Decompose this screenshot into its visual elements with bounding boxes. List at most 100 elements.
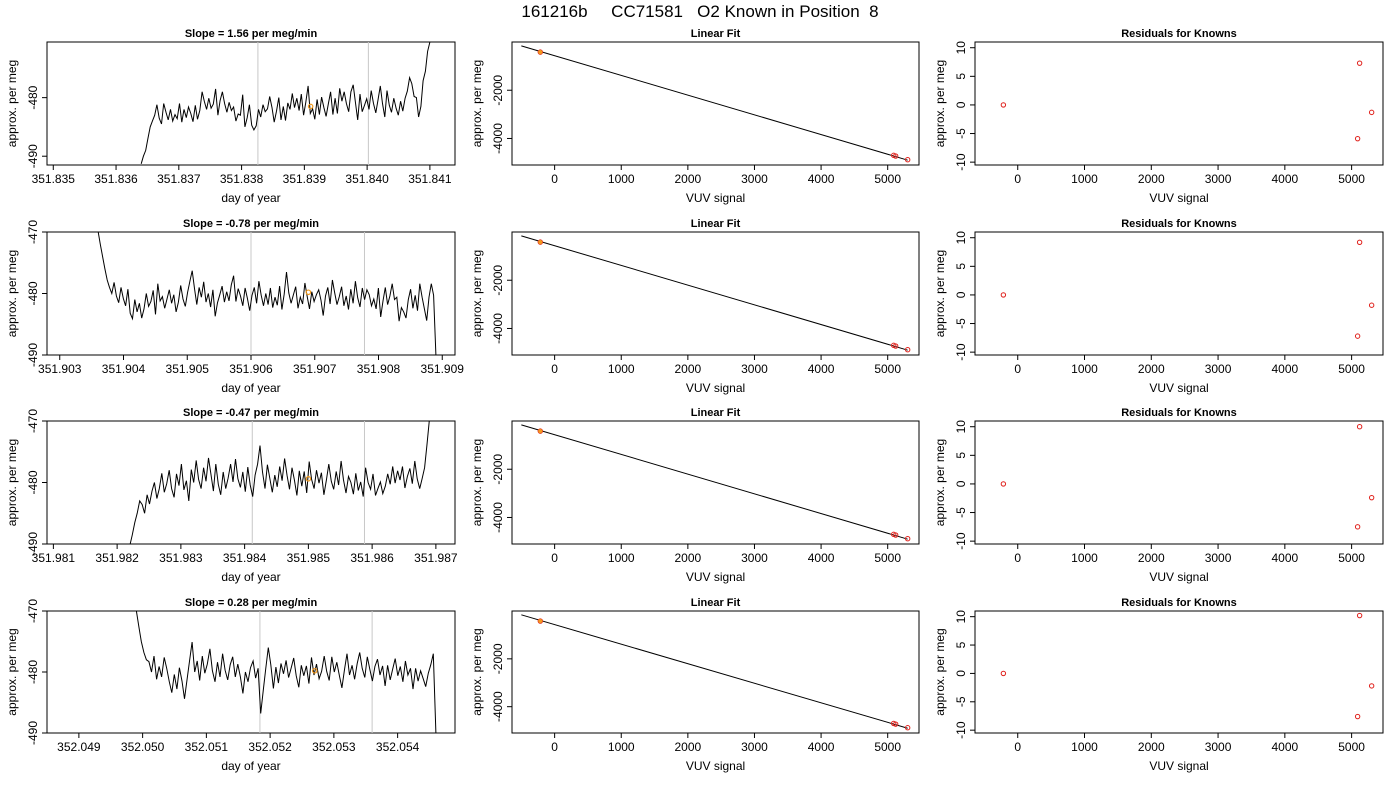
highlight-point xyxy=(538,240,543,245)
plot-area xyxy=(1000,60,1375,142)
residual-point xyxy=(1368,302,1375,308)
y-axis-label: approx. per meg xyxy=(933,628,947,715)
y-tick-label: 5 xyxy=(954,73,968,80)
y-tick-label: -490 xyxy=(26,343,40,367)
y-axis-label: approx. per meg xyxy=(470,628,484,715)
x-tick-label: 1000 xyxy=(1071,362,1098,376)
residual-point xyxy=(1368,109,1375,116)
x-tick-label: 352.049 xyxy=(57,740,101,754)
data-point xyxy=(537,618,544,624)
x-tick-label: 351.908 xyxy=(357,362,401,376)
x-tick-label: 352.052 xyxy=(248,740,292,754)
y-tick-label: 10 xyxy=(954,41,968,55)
y-axis-label: approx. per meg xyxy=(5,250,19,337)
x-tick-label: 351.981 xyxy=(32,551,76,565)
x-tick-label: 1000 xyxy=(1071,740,1098,754)
x-tick-label: 5000 xyxy=(1338,740,1365,754)
panel-r3-c0: Slope = 0.28 per meg/min 352.049 352.050 35… xyxy=(5,597,456,773)
x-tick-label: 2000 xyxy=(1138,551,1165,565)
x-tick-label: 351.983 xyxy=(159,551,203,565)
residual-point xyxy=(1354,524,1361,530)
x-tick-label: 0 xyxy=(551,740,558,754)
x-tick-label: 2000 xyxy=(675,362,702,376)
x-tick-label: 0 xyxy=(1014,551,1021,565)
data-line xyxy=(129,421,430,544)
x-tick-label: 4000 xyxy=(808,172,835,186)
y-tick-label: 10 xyxy=(954,231,968,245)
y-tick-label: 5 xyxy=(954,452,968,459)
residual-point xyxy=(1000,670,1007,677)
y-tick-label: -2000 xyxy=(491,454,505,485)
x-tick-label: 1000 xyxy=(608,551,635,565)
plot-area xyxy=(521,45,911,163)
panel-r3-c2: Residuals for Knowns 0 1000 2000 3000 4000 500… xyxy=(933,597,1384,773)
y-axis-label: approx. per meg xyxy=(5,439,19,526)
y-axis-label: approx. per meg xyxy=(5,60,19,147)
x-axis-label: VUV signal xyxy=(686,759,745,773)
y-tick-label: -4000 xyxy=(491,691,505,722)
x-tick-label: 2000 xyxy=(1138,362,1165,376)
y-axis-label: approx. per meg xyxy=(933,60,947,147)
residual-point xyxy=(1356,612,1363,619)
x-tick-label: 2000 xyxy=(675,551,702,565)
x-tick-label: 5000 xyxy=(1338,362,1365,376)
y-axis-label: approx. per meg xyxy=(470,439,484,526)
panel-title: Slope = 1.56 per meg/min xyxy=(185,28,318,40)
y-tick-label: 5 xyxy=(954,641,968,648)
x-tick-label: 351.907 xyxy=(293,362,337,376)
plot-frame xyxy=(974,610,1384,734)
x-tick-label: 5000 xyxy=(874,172,901,186)
residual-point xyxy=(1356,239,1363,245)
highlight-point xyxy=(538,429,543,434)
x-tick-label: 1000 xyxy=(1071,172,1098,186)
panel-r2-c1: Linear Fit 0 1000 2000 3000 4000 5000 -4000 -200… xyxy=(470,407,920,584)
plot-area xyxy=(135,611,437,733)
residual-point xyxy=(1000,292,1007,298)
residual-point xyxy=(1356,424,1363,430)
panel-title: Residuals for Knowns xyxy=(1121,218,1237,230)
panel-r1-c0: Slope = -0.78 per meg/min 351.903 351.904 3… xyxy=(5,218,464,395)
plot-area xyxy=(97,232,437,355)
data-line xyxy=(97,232,437,355)
x-tick-label: 2000 xyxy=(1138,172,1165,186)
y-tick-label: -480 xyxy=(26,470,40,494)
x-tick-label: 4000 xyxy=(1271,172,1298,186)
residual-point xyxy=(1368,683,1375,689)
plot-frame xyxy=(46,41,456,166)
mean-marker xyxy=(305,289,312,296)
x-tick-label: 3000 xyxy=(741,740,768,754)
x-tick-label: 351.905 xyxy=(166,362,210,376)
data-line xyxy=(140,42,431,164)
plot-frame xyxy=(511,610,920,734)
x-tick-label: 352.054 xyxy=(376,740,420,754)
y-tick-label: -4000 xyxy=(491,123,505,154)
y-tick-label: -5 xyxy=(954,507,968,518)
residual-point xyxy=(1354,333,1361,339)
panel-title: Residuals for Knowns xyxy=(1121,28,1237,40)
x-tick-label: 351.840 xyxy=(345,172,389,186)
x-tick-label: 1000 xyxy=(608,172,635,186)
x-axis-label: VUV signal xyxy=(1149,759,1208,773)
x-tick-label: 1000 xyxy=(608,740,635,754)
fit-line xyxy=(521,424,908,540)
data-point xyxy=(537,239,544,245)
x-tick-label: 0 xyxy=(1014,172,1021,186)
panel-r0-c0: Slope = 1.56 per meg/min 351.835 351.836 35… xyxy=(5,28,456,205)
x-tick-label: 352.051 xyxy=(185,740,229,754)
y-axis-label: approx. per meg xyxy=(470,60,484,147)
x-tick-label: 351.906 xyxy=(229,362,273,376)
plot-frame xyxy=(974,420,1384,545)
data-point xyxy=(904,346,911,353)
y-tick-label: -5 xyxy=(954,318,968,329)
x-tick-label: 3000 xyxy=(1205,362,1232,376)
plot-area xyxy=(129,421,430,544)
y-tick-label: 5 xyxy=(954,263,968,270)
x-tick-label: 351.984 xyxy=(223,551,267,565)
y-tick-label: -2000 xyxy=(491,265,505,296)
residual-point xyxy=(1356,60,1363,66)
x-tick-label: 2000 xyxy=(675,740,702,754)
fit-line xyxy=(521,235,908,351)
highlight-point xyxy=(538,618,543,624)
x-tick-label: 351.986 xyxy=(350,551,394,565)
